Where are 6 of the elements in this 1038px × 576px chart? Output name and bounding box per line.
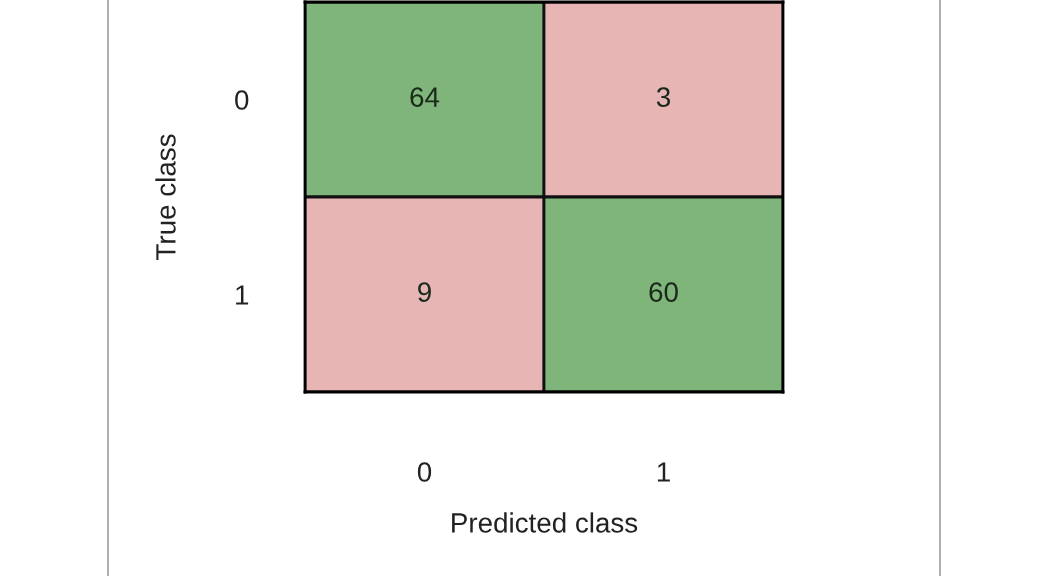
data-label: 9: [418, 282, 431, 302]
y-axis-title: True class: [155, 134, 176, 260]
data-label: 64: [410, 87, 440, 107]
x-axis-title: Predicted class: [452, 512, 638, 533]
data-label: 60: [649, 282, 678, 302]
data-label: 3: [656, 87, 670, 107]
